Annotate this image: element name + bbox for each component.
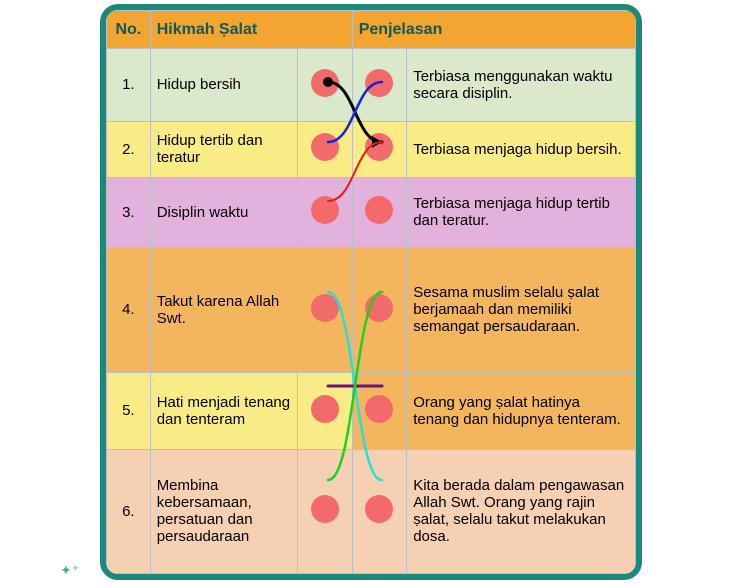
penjelasan-cell: Terbiasa menjaga hidup bersih.: [407, 121, 636, 177]
hikmah-cell: Hati menjadi tenang dan tenteram: [150, 372, 298, 449]
dot-right-cell: [352, 121, 406, 177]
row-number: 3.: [107, 177, 151, 248]
hikmah-cell: Hidup tertib dan teratur: [150, 121, 298, 177]
dot-right-cell: [352, 372, 406, 449]
dot-right-cell: [352, 49, 406, 122]
hikmah-cell: Takut karena Allah Swt.: [150, 248, 298, 372]
hikmah-cell: Hidup bersih: [150, 49, 298, 122]
penjelasan-cell: Terbiasa menggunakan waktu secara disipl…: [407, 49, 636, 122]
row-number: 4.: [107, 248, 151, 372]
dot-left-cell: [298, 121, 352, 177]
match-dot-right[interactable]: [365, 294, 393, 322]
table-row: 3.Disiplin waktu Terbiasa menjaga hidup t…: [107, 177, 636, 248]
match-dot-left[interactable]: [311, 196, 339, 224]
dot-left-cell: [298, 449, 352, 573]
dot-right-cell: [352, 177, 406, 248]
match-dot-left[interactable]: [311, 395, 339, 423]
match-dot-right[interactable]: [365, 69, 393, 97]
matching-frame: No. Hikmah Ṣalat Penjelasan 1.Hidup bers…: [100, 4, 642, 580]
match-dot-left[interactable]: [311, 294, 339, 322]
table-row: 1.Hidup bersih Terbiasa menggunakan waktu…: [107, 49, 636, 122]
match-dot-right[interactable]: [365, 395, 393, 423]
dot-right-cell: [352, 449, 406, 573]
penjelasan-cell: Orang yang ṣalat hatinya tenang dan hidu…: [407, 372, 636, 449]
match-dot-left[interactable]: [311, 495, 339, 523]
header-no: No.: [107, 11, 151, 49]
penjelasan-cell: Sesama muslim selalu ṣalat berjamaah dan…: [407, 248, 636, 372]
table-row: 4.Takut karena Allah Swt. Sesama muslim s…: [107, 248, 636, 372]
row-number: 5.: [107, 372, 151, 449]
match-dot-left[interactable]: [311, 69, 339, 97]
table-row: 5.Hati menjadi tenang dan tenteram Orang …: [107, 372, 636, 449]
match-dot-right[interactable]: [365, 196, 393, 224]
dot-right-cell: [352, 248, 406, 372]
dot-left-cell: [298, 248, 352, 372]
table-row: 2.Hidup tertib dan teratur Terbiasa menja…: [107, 121, 636, 177]
row-number: 6.: [107, 449, 151, 573]
table-row: 6.Membina kebersamaan, persatuan dan per…: [107, 449, 636, 573]
dot-left-cell: [298, 372, 352, 449]
hikmah-cell: Disiplin waktu: [150, 177, 298, 248]
header-penjelasan: Penjelasan: [352, 11, 635, 49]
row-number: 2.: [107, 121, 151, 177]
match-dot-left[interactable]: [311, 133, 339, 161]
penjelasan-cell: Kita berada dalam pengawasan Allah Swt. …: [407, 449, 636, 573]
matching-table: No. Hikmah Ṣalat Penjelasan 1.Hidup bers…: [106, 10, 636, 574]
match-dot-right[interactable]: [365, 133, 393, 161]
dot-left-cell: [298, 49, 352, 122]
penjelasan-cell: Terbiasa menjaga hidup tertib dan teratu…: [407, 177, 636, 248]
sparkle-decoration: ✦⁺: [60, 562, 79, 579]
hikmah-cell: Membina kebersamaan, persatuan dan persa…: [150, 449, 298, 573]
dot-left-cell: [298, 177, 352, 248]
row-number: 1.: [107, 49, 151, 122]
header-hikmah: Hikmah Ṣalat: [150, 11, 352, 49]
match-dot-right[interactable]: [365, 495, 393, 523]
